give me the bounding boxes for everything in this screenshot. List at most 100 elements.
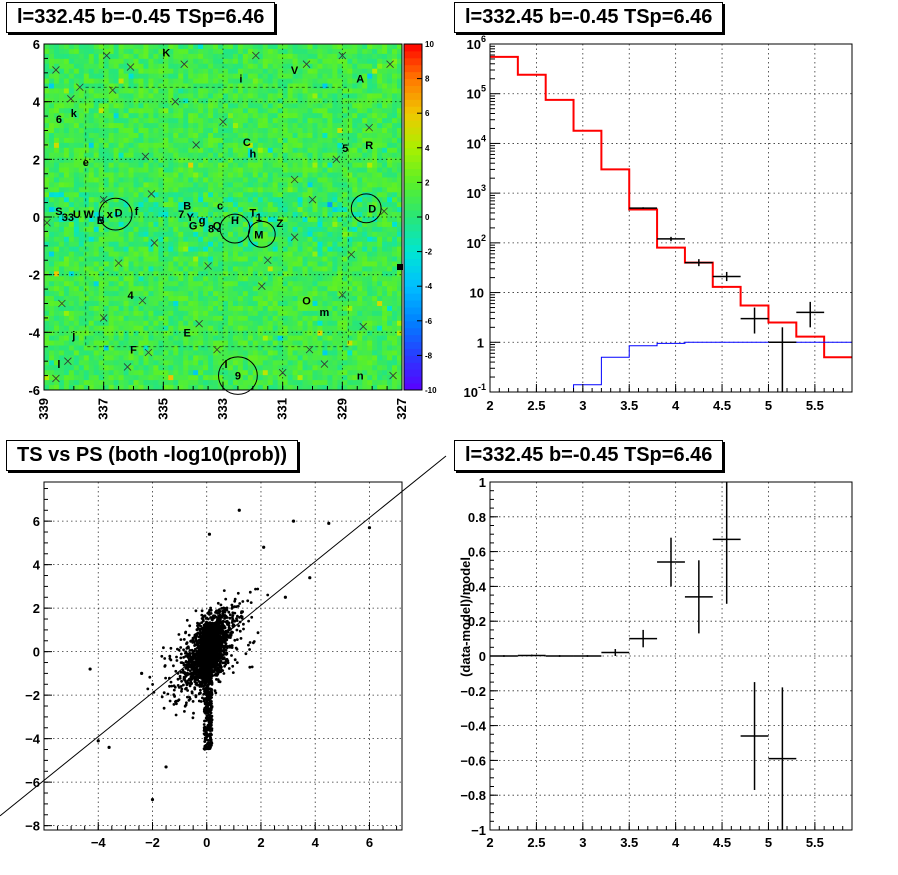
skymap-source-label: m [320, 307, 330, 319]
scatter-x-tick-label: 2 [257, 835, 264, 850]
skymap-source-marker [359, 322, 367, 331]
scatter-y-tick-label: 4 [33, 558, 41, 573]
skymap-source-circle [98, 197, 133, 231]
scatter-point [237, 508, 241, 512]
residual-title: l=332.45 b=-0.45 TSp=6.46 [454, 440, 724, 471]
skymap-source-label: 6 [56, 114, 62, 126]
skymap-source-marker [338, 51, 347, 60]
residual-y-tick-label: 0.4 [468, 579, 487, 594]
skymap-y-tick-label: -2 [28, 268, 40, 283]
skymap-source-marker [386, 60, 394, 68]
spectrum-frame [489, 43, 853, 393]
skymap-source-marker [213, 345, 221, 354]
spectrum-x-tick-label: 5.5 [806, 398, 824, 413]
residual-y-tick-label: 1 [479, 475, 486, 490]
skymap-source-label: 33 [62, 212, 74, 224]
scatter-x-tick-label: −4 [91, 835, 107, 850]
spectrum-y-tick-label: 104 [467, 133, 486, 151]
residual-x-tick-label: 2 [486, 835, 493, 850]
skymap-source-label: g [199, 215, 206, 227]
spectrum-title: l=332.45 b=-0.45 TSp=6.46 [454, 2, 724, 33]
skymap-source-marker [126, 63, 135, 71]
scatter-point [88, 667, 92, 671]
skymap-source-marker [102, 51, 111, 60]
skymap-source-circle [350, 193, 382, 224]
scatter-point [107, 745, 111, 749]
skymap-x-tick-label: 331 [275, 398, 290, 420]
skymap-source-label: 5 [342, 143, 348, 155]
residual-y-tick-label: 0.6 [468, 545, 486, 560]
skymap-source-marker [302, 60, 311, 68]
residual-x-tick-label: 5.5 [806, 835, 824, 850]
spectrum-x-tick-label: 2 [486, 398, 493, 413]
scatter-point [327, 521, 331, 525]
scatter-point [164, 765, 168, 769]
scatter-title: TS vs PS (both -log10(prob)) [6, 440, 298, 471]
skymap-source-marker [123, 363, 132, 371]
spectrum-x-tick-label: 4 [672, 398, 680, 413]
skymap-source-marker [180, 60, 188, 68]
skymap-colorbar-tick-label: 10 [425, 40, 434, 49]
skymap-source-marker [290, 233, 299, 241]
skymap-source-label: Z [276, 218, 283, 230]
scatter-point [140, 671, 144, 676]
skymap-source-marker [150, 239, 159, 247]
skymap-source-label: B [183, 200, 191, 212]
skymap-source-label: f [135, 206, 139, 218]
skymap-source-marker [380, 207, 388, 216]
skymap-source-marker [365, 123, 373, 132]
skymap-colorbar-tick-label: 4 [425, 144, 430, 153]
scatter-point [96, 739, 100, 743]
skymap-source-label: 9 [235, 371, 241, 383]
scatter-y-tick-label: 2 [33, 601, 40, 616]
skymap-colorbar-tick-label: -6 [425, 317, 433, 326]
skymap-source-label: V [291, 65, 299, 77]
skymap-source-marker [290, 175, 299, 184]
skymap-source-label: h [249, 149, 256, 161]
skymap-source-label: E [184, 327, 191, 339]
scatter-y-tick-label: −6 [25, 775, 40, 790]
skymap-source-marker [52, 374, 60, 383]
skymap-source-marker [114, 259, 123, 267]
skymap-source-marker [252, 51, 260, 60]
skymap-source-marker [258, 282, 266, 290]
skymap-source-label: 4 [127, 290, 134, 302]
skymap-source-label: K [162, 48, 170, 60]
skymap-source-marker [108, 86, 117, 94]
spectrum-y-tick-label: 102 [467, 233, 486, 251]
scatter-points [146, 587, 270, 751]
scatter-frame [43, 481, 403, 831]
skymap-source-label: B [97, 215, 105, 227]
spectrum-x-tick-label: 3.5 [620, 398, 638, 413]
scatter-point [367, 526, 372, 530]
skymap-colorbar [404, 44, 422, 391]
residual-x-tick-label: 2.5 [527, 835, 545, 850]
skymap-source-label: S [55, 206, 62, 218]
spectrum-x-tick-label: 4.5 [713, 398, 731, 413]
skymap-source-marker [171, 97, 180, 106]
skymap-source-marker [141, 152, 150, 161]
skymap-source-label: R [365, 140, 373, 152]
scatter-point [150, 797, 155, 802]
residual-y-tick-label: 0.8 [468, 510, 486, 525]
skymap-source-label: l [57, 359, 60, 371]
skymap-source-marker [308, 195, 317, 204]
skymap-source-marker [138, 296, 147, 305]
skymap-source-marker [278, 368, 287, 377]
residual-y-tick-label: −0.4 [460, 719, 486, 734]
skymap-colorbar-tick-label: 2 [425, 178, 430, 187]
skymap-source-marker [338, 291, 347, 299]
skymap-source-marker [43, 218, 51, 227]
skymap-source-label: j [71, 330, 75, 342]
skymap-source-label: M [254, 229, 263, 241]
spectrum-y-tick-label: 10-1 [464, 382, 486, 400]
scatter-point [308, 576, 312, 580]
spectrum-x-tick-label: 3 [579, 398, 586, 413]
skymap-source-marker [67, 95, 75, 103]
residual-x-tick-label: 3 [579, 835, 586, 850]
spectrum-y-tick-label: 105 [467, 84, 486, 102]
skymap-colorbar-tick-label: 6 [425, 109, 430, 118]
spectrum-y-tick-label: 1 [477, 335, 484, 350]
skymap-source-circle [218, 356, 258, 395]
